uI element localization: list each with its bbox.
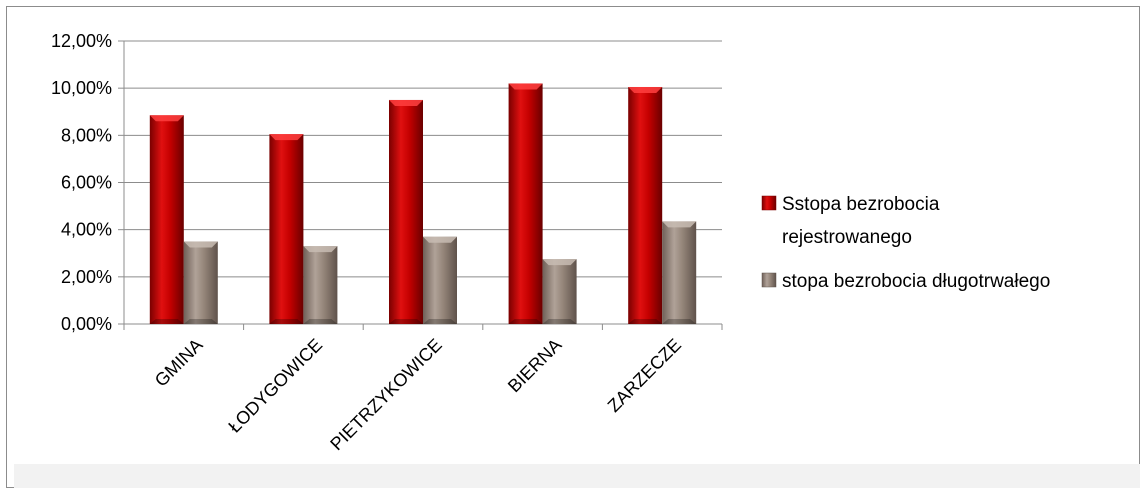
bar-long-term-4 [662, 221, 697, 324]
bar-bottom-bevel [149, 319, 184, 324]
y-tick-label: 10,00% [51, 78, 112, 98]
gridlines [124, 40, 722, 278]
bar-long-term-3 [542, 259, 577, 324]
bar-top-bevel [508, 83, 543, 90]
bar-top-bevel [423, 236, 457, 243]
bar-top-bevel [303, 246, 338, 253]
bar-registered-3 [508, 83, 543, 324]
x-category-label: PIETRZYKOWICE [326, 335, 446, 455]
bar-top-bevel [269, 134, 304, 141]
legend-swatch [761, 272, 777, 288]
y-axis-tick-labels: 0,00% 2,00% 4,00% 6,00% 8,00% 10,00% 12,00% [51, 31, 112, 334]
bar-registered-0 [149, 115, 184, 324]
x-category-label: ZARZECZE [604, 335, 685, 416]
y-tick-label: 0,00% [61, 314, 112, 334]
bar-bottom-bevel [269, 319, 304, 324]
bar-top-bevel [662, 221, 697, 228]
bar-top-bevel [542, 259, 577, 266]
bar-bottom-bevel [183, 319, 218, 324]
bar-long-term-1 [303, 246, 338, 324]
bar-long-term-0 [183, 241, 218, 324]
legend-swatch [761, 195, 777, 211]
bar-bottom-bevel [662, 319, 697, 324]
bar-top-bevel [149, 115, 184, 122]
x-category-label: ŁODYGOWICE [224, 335, 326, 437]
bar-bottom-bevel [508, 319, 543, 324]
bar-bottom-bevel [303, 319, 338, 324]
bar-top-bevel [183, 241, 218, 248]
y-tick-label: 12,00% [51, 31, 112, 51]
y-tick-label: 2,00% [61, 267, 112, 287]
bar-registered-4 [628, 86, 663, 324]
y-tick-label: 4,00% [61, 220, 112, 240]
bar-long-term-2 [423, 236, 457, 324]
x-category-label: BIERNA [504, 335, 566, 397]
x-axis-category-labels: GMINA ŁODYGOWICE PIETRZYKOWICE BIERNA ZARZEC… [151, 335, 685, 455]
legend-label: Sstopa bezrobocia [782, 194, 940, 215]
bar-registered-1 [269, 134, 304, 324]
bar-top-bevel [389, 99, 423, 106]
bar-bottom-bevel [389, 319, 423, 324]
y-tick-label: 8,00% [61, 125, 112, 145]
bar-bottom-bevel [628, 319, 663, 324]
x-category-label: GMINA [151, 335, 207, 391]
legend-label: stopa bezrobocia długotrwałego [782, 271, 1050, 292]
bottom-strip [14, 464, 1140, 488]
legend-label: rejestrowanego [782, 227, 912, 248]
legend: Sstopa bezrobocia rejestrowanego stopa bez… [761, 194, 1050, 292]
bar-top-bevel [628, 86, 663, 93]
bars [149, 83, 697, 324]
bar-bottom-bevel [423, 319, 457, 324]
bar-bottom-bevel [542, 319, 577, 324]
y-tick-label: 6,00% [61, 173, 112, 193]
bar-registered-2 [389, 99, 423, 324]
